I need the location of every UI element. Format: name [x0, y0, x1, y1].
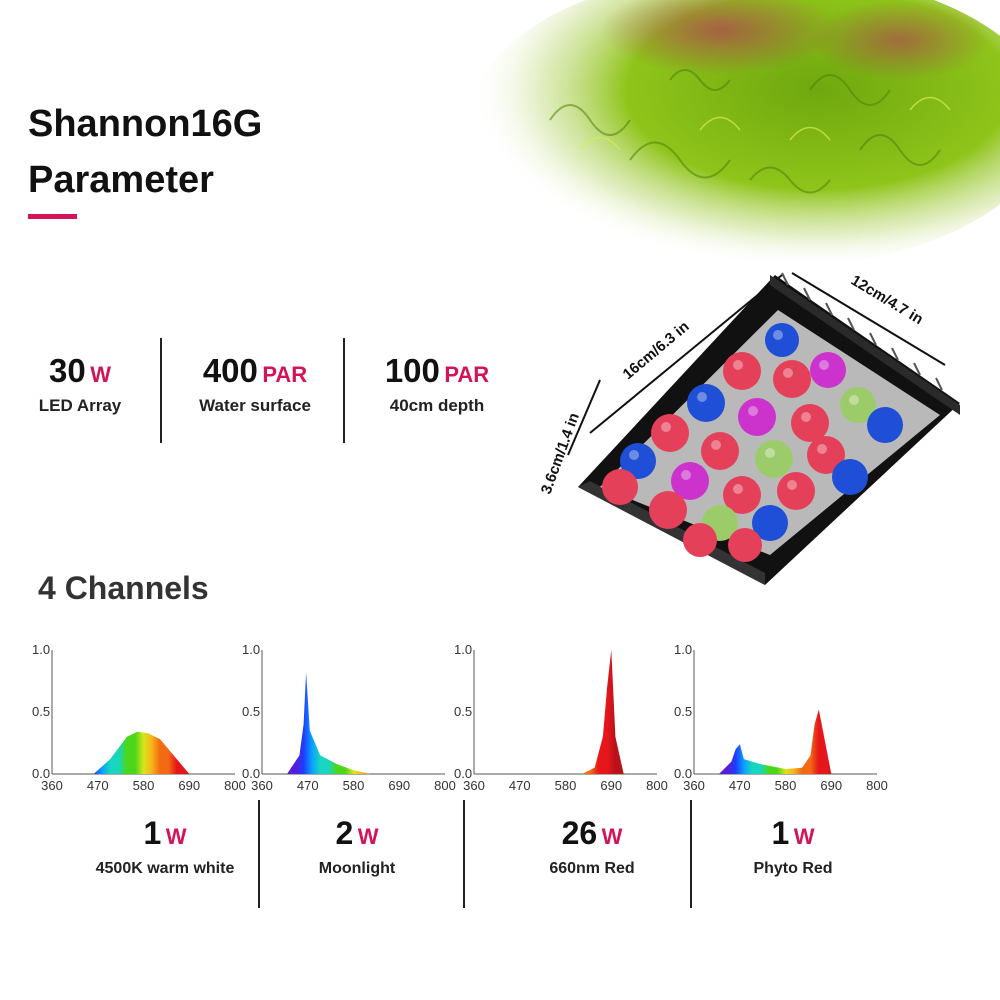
x-tick-label: 580	[555, 778, 577, 793]
stat-value: 100	[384, 352, 440, 389]
y-tick-label: 0.5	[674, 704, 692, 719]
channel-2-info: 2 W Moonlight	[247, 815, 467, 878]
y-tick-label: 1.0	[32, 642, 50, 657]
x-tick-label: 690	[600, 778, 622, 793]
x-tick-label: 800	[434, 778, 456, 793]
led-array	[602, 323, 903, 562]
x-tick-label: 360	[251, 778, 273, 793]
x-tick-label: 690	[820, 778, 842, 793]
channel-unit: W	[793, 824, 815, 849]
spectrum-chart-3: 0.0 0.5 1.0 360 470 580 690 800	[452, 640, 682, 805]
channel-label: 4500K warm white	[95, 860, 235, 877]
length-label: 16cm/6.3 in	[620, 318, 693, 383]
title-line-1: Shannon16G	[28, 103, 263, 145]
page-title: Shannon16G Parameter	[28, 96, 262, 208]
spectrum-chart-4: 0.0 0.5 1.0 360 470 580 690 800	[672, 640, 902, 805]
channel-value: 1	[143, 815, 162, 851]
y-tick-label: 1.0	[242, 642, 260, 657]
divider	[258, 800, 260, 908]
spectrum-chart-2: 0.0 0.5 1.0 360 470 580 690 800	[240, 640, 470, 805]
y-tick-label: 0.0	[454, 766, 472, 781]
stat-unit: PAR	[444, 362, 490, 387]
stat-par-depth: 100 PAR 40cm depth	[352, 352, 522, 416]
x-tick-label: 800	[866, 778, 888, 793]
y-tick-label: 0.0	[242, 766, 260, 781]
y-tick-label: 0.0	[32, 766, 50, 781]
channel-unit: W	[601, 824, 623, 849]
moss-photo	[470, 0, 1000, 260]
length-dimension-line	[589, 274, 783, 434]
title-line-2: Parameter	[28, 159, 214, 201]
title-accent-bar	[28, 214, 77, 219]
x-tick-label: 470	[297, 778, 319, 793]
height-label: 3.6cm/1.4 in	[538, 411, 583, 497]
y-tick-label: 0.5	[454, 704, 472, 719]
divider	[463, 800, 465, 908]
spectrum-area	[286, 672, 371, 774]
channel-label: Moonlight	[318, 860, 396, 877]
x-tick-label: 690	[388, 778, 410, 793]
x-tick-label: 800	[224, 778, 246, 793]
channel-unit: W	[357, 824, 379, 849]
y-tick-label: 1.0	[674, 642, 692, 657]
spectrum-area	[582, 650, 624, 774]
x-tick-label: 690	[178, 778, 200, 793]
x-tick-label: 800	[646, 778, 668, 793]
channel-label: 660nm Red	[549, 860, 635, 877]
channel-unit: W	[165, 824, 187, 849]
stat-unit: PAR	[262, 362, 308, 387]
channel-value: 26	[561, 815, 598, 851]
divider	[343, 338, 345, 443]
channel-3-info: 26 W 660nm Red	[482, 815, 702, 878]
height-dimension-line	[567, 379, 601, 456]
y-tick-label: 1.0	[454, 642, 472, 657]
x-tick-label: 360	[463, 778, 485, 793]
spectrum-area	[93, 731, 190, 774]
divider	[690, 800, 692, 908]
divider	[160, 338, 162, 443]
stat-value: 30	[49, 352, 86, 389]
x-tick-label: 360	[683, 778, 705, 793]
x-tick-label: 360	[41, 778, 63, 793]
x-tick-label: 580	[775, 778, 797, 793]
width-label: 12cm/4.7 in	[848, 272, 926, 328]
channel-value: 1	[771, 815, 790, 851]
width-dimension-line	[791, 272, 946, 366]
led-fixture-image: 16cm/6.3 in 12cm/4.7 in 3.6cm/1.4 in	[538, 272, 960, 585]
channel-value: 2	[335, 815, 354, 851]
y-tick-label: 0.5	[242, 704, 260, 719]
y-tick-label: 0.5	[32, 704, 50, 719]
spectrum-area	[718, 709, 832, 774]
x-tick-label: 470	[509, 778, 531, 793]
stat-label: Water surface	[199, 396, 311, 415]
stat-value: 400	[202, 352, 258, 389]
x-tick-label: 580	[343, 778, 365, 793]
stat-unit: W	[90, 362, 111, 387]
x-tick-label: 470	[729, 778, 751, 793]
channel-1-info: 1 W 4500K warm white	[55, 815, 275, 878]
spectrum-chart-1: 0.0 0.5 1.0 360 470 580 690 800	[30, 640, 260, 805]
stat-power: 30 W LED Array	[0, 352, 165, 416]
stat-par-surface: 400 PAR Water surface	[170, 352, 340, 416]
channel-4-info: 1 W Phyto Red	[683, 815, 903, 878]
y-tick-label: 0.0	[674, 766, 692, 781]
channel-label: Phyto Red	[753, 860, 833, 877]
stat-label: LED Array	[38, 396, 122, 415]
x-tick-label: 580	[133, 778, 155, 793]
x-tick-label: 470	[87, 778, 109, 793]
channels-title: 4 Channels	[38, 570, 209, 606]
stat-label: 40cm depth	[389, 396, 485, 415]
